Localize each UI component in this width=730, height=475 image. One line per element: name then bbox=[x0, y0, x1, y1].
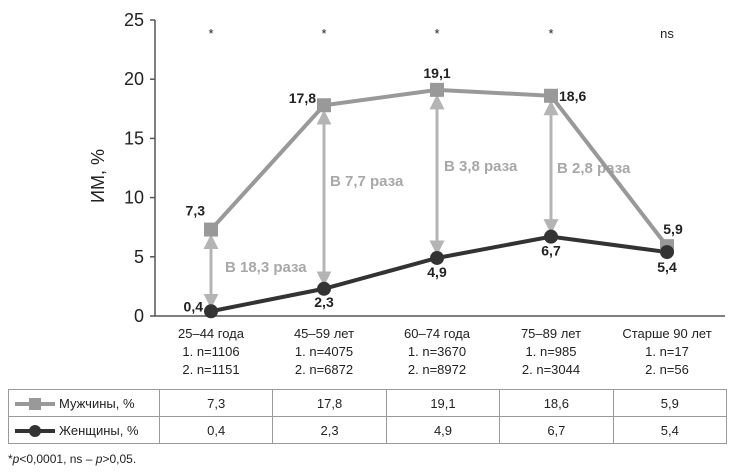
ratio-label: В 2,8 раза bbox=[557, 160, 631, 177]
ratio-label: В 3,8 раза bbox=[444, 158, 518, 175]
x-tick-sample-1: 1. n=1106 bbox=[182, 344, 239, 359]
data-label: 18,6 bbox=[559, 88, 586, 104]
footnote-p: p bbox=[12, 452, 20, 466]
significance-label: ns bbox=[660, 26, 674, 41]
significance-label: * bbox=[208, 26, 213, 41]
legend-line-circle-icon bbox=[15, 425, 55, 438]
data-label: 17,8 bbox=[289, 90, 316, 106]
data-label: 5,9 bbox=[663, 221, 683, 237]
x-tick-sample-2: 2. n=6872 bbox=[295, 362, 353, 377]
x-tick-sample-2: 2. n=3044 bbox=[522, 362, 580, 377]
data-label: 4,9 bbox=[427, 264, 447, 280]
y-tick-label: 25 bbox=[124, 10, 144, 30]
legend-cell-men: Мужчины, % bbox=[8, 389, 160, 417]
y-tick-label: 10 bbox=[124, 188, 144, 208]
data-point bbox=[317, 281, 331, 296]
y-tick-label: 0 bbox=[134, 306, 144, 326]
table-cell: 0,4 bbox=[158, 416, 274, 444]
x-tick-sample-2: 2. n=8972 bbox=[408, 362, 466, 377]
x-tick-sample-1: 1. n=3670 bbox=[408, 344, 466, 359]
data-label: 2,3 bbox=[314, 294, 334, 310]
y-tick-label: 15 bbox=[124, 128, 144, 148]
data-label: 7,3 bbox=[186, 203, 206, 219]
y-tick-label: 5 bbox=[134, 247, 144, 267]
data-point bbox=[660, 245, 674, 260]
legend-label-men: Мужчины, % bbox=[59, 395, 135, 411]
x-tick-sample-1: 1. n=17 bbox=[645, 344, 689, 359]
data-label: 6,7 bbox=[541, 243, 561, 259]
x-tick-label: 60–74 года bbox=[404, 326, 471, 341]
table-cell: 5,4 bbox=[612, 416, 728, 444]
x-tick-sample-2: 2. n=56 bbox=[645, 362, 689, 377]
table-cell: 19,1 bbox=[385, 389, 501, 417]
legend-label-women: Женщины, % bbox=[59, 422, 139, 438]
y-tick-label: 20 bbox=[124, 69, 144, 89]
footnote-text-2: >0,05. bbox=[102, 452, 137, 466]
table-cell: 4,9 bbox=[385, 416, 501, 444]
table-cell: 5,9 bbox=[612, 389, 728, 417]
x-tick-label: Старше 90 лет bbox=[622, 326, 711, 341]
data-point bbox=[204, 222, 218, 237]
table-cell: 7,3 bbox=[158, 389, 274, 417]
legend-line-square-icon bbox=[15, 398, 55, 411]
ratio-label: В 7,7 раза bbox=[330, 173, 404, 190]
legend-cell-women: Женщины, % bbox=[8, 416, 160, 444]
table-cell: 18,6 bbox=[499, 389, 614, 417]
x-tick-sample-1: 1. n=4075 bbox=[295, 344, 353, 359]
data-point bbox=[544, 88, 558, 103]
data-point bbox=[544, 229, 558, 244]
data-table: Мужчины, % 7,3 17,8 19,1 18,6 5,9 Женщин… bbox=[8, 389, 728, 444]
data-point bbox=[204, 304, 218, 319]
data-label: 0,4 bbox=[184, 298, 204, 314]
table-cell: 2,3 bbox=[272, 416, 387, 444]
significance-label: * bbox=[321, 26, 326, 41]
chart: ИМ, % 0 5 10 15 20 25 В 18,3 раза В 7,7 раза В … bbox=[88, 10, 725, 377]
footnote-p-2: p bbox=[95, 452, 103, 466]
x-tick-label: 75–89 лет bbox=[521, 326, 581, 341]
x-tick-label: 25–44 года bbox=[178, 326, 245, 341]
data-label: 19,1 bbox=[423, 65, 450, 81]
x-tick-sample-2: 2. n=1151 bbox=[182, 362, 239, 377]
data-point bbox=[317, 98, 331, 113]
table-row-women: Женщины, % 0,4 2,3 4,9 6,7 5,4 bbox=[8, 416, 728, 444]
data-point bbox=[430, 250, 444, 265]
table-cell: 6,7 bbox=[499, 416, 614, 444]
data-point bbox=[430, 82, 444, 97]
table-row-men: Мужчины, % 7,3 17,8 19,1 18,6 5,9 bbox=[8, 389, 728, 417]
footnote: *p<0,0001, ns – p>0,05. bbox=[8, 452, 137, 466]
x-tick-sample-1: 1. n=985 bbox=[526, 344, 577, 359]
significance-label: * bbox=[434, 26, 439, 41]
y-axis-label: ИМ, % bbox=[88, 149, 108, 203]
x-tick-label: 45–59 лет bbox=[294, 326, 354, 341]
ratio-label: В 18,3 раза bbox=[225, 259, 307, 276]
footnote-text-1: <0,0001, ns – bbox=[19, 452, 96, 466]
data-label: 5,4 bbox=[657, 259, 677, 275]
significance-label: * bbox=[548, 26, 553, 41]
table-cell: 17,8 bbox=[272, 389, 387, 417]
